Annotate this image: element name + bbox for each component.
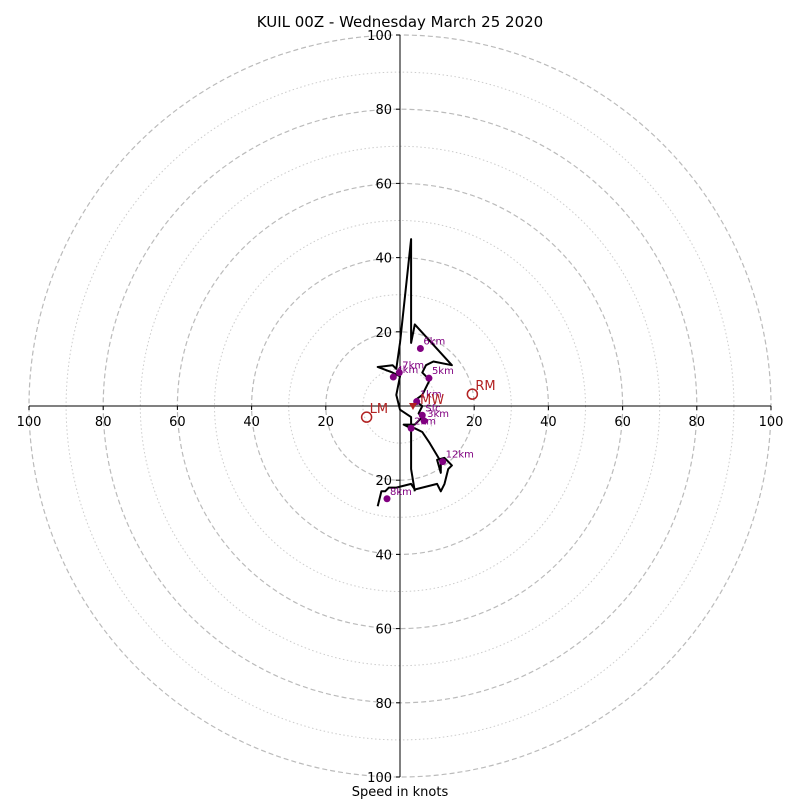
y-tick-label: 20: [375, 326, 392, 341]
height-marker-point: [439, 458, 447, 466]
height-marker-label: 6km: [423, 336, 445, 347]
y-tick-label: 60: [375, 177, 392, 192]
x-tick-label: 40: [540, 415, 557, 430]
height-marker-point: [389, 373, 397, 381]
height-marker-label: Sfc: [425, 403, 440, 414]
y-tick-label: 40: [375, 252, 392, 267]
x-tick-label: 20: [318, 415, 335, 430]
y-tick-label: 60: [375, 623, 392, 638]
y-tick-label: 100: [367, 29, 392, 44]
chart-title: KUIL 00Z - Wednesday March 25 2020: [257, 13, 543, 31]
height-marker-point: [420, 417, 428, 425]
height-marker-label: 8km: [390, 487, 412, 498]
hodograph-line: [376, 238, 453, 507]
x-tick-label: 60: [169, 415, 186, 430]
height-marker-label: 12km: [446, 450, 474, 461]
height-marker-label: 5km: [432, 366, 454, 377]
height-marker-point: [383, 495, 391, 503]
height-marker-point: [407, 424, 415, 432]
height-marker-point: [395, 369, 403, 377]
height-marker-label: 7km: [402, 361, 424, 372]
height-marker-point: [416, 344, 424, 352]
y-tick-label: 80: [375, 103, 392, 118]
x-tick-label: 80: [689, 415, 706, 430]
x-tick-label: 100: [759, 415, 784, 430]
storm-motion-mw-label: MW: [420, 393, 444, 408]
y-tick-label: 20: [375, 474, 392, 489]
height-marker-label: 4km: [396, 365, 418, 376]
y-tick-label: 40: [375, 548, 392, 563]
storm-motion-lm-marker: [360, 411, 373, 423]
x-tick-label: 80: [95, 415, 112, 430]
hodograph-trace: [376, 238, 453, 507]
x-tick-label: 60: [614, 415, 631, 430]
height-marker-point: [425, 374, 433, 382]
height-marker-label: 3km: [427, 409, 449, 420]
storm-motion-markers: RM LM MW: [360, 379, 496, 423]
storm-motion-rm-marker: [466, 388, 479, 400]
x-tick-label: 40: [243, 415, 260, 430]
height-marker-label: 1km: [420, 390, 442, 401]
height-marker-point: [418, 411, 426, 419]
storm-motion-lm-label: LM: [370, 402, 388, 417]
axis-tick-labels: 20 20 20 20 40 40 40 40 60 60 60 60 80 80 80 80 100 100 10…: [17, 29, 784, 786]
x-axis-label: Speed in knots: [352, 785, 449, 800]
height-marker-label: 2km: [414, 416, 436, 427]
x-tick-label: 20: [466, 415, 483, 430]
storm-motion-mw-marker: [408, 403, 417, 410]
y-tick-label: 80: [375, 697, 392, 712]
y-tick-label: 100: [367, 771, 392, 786]
storm-motion-rm-label: RM: [475, 379, 495, 394]
x-tick-label: 100: [17, 415, 42, 430]
